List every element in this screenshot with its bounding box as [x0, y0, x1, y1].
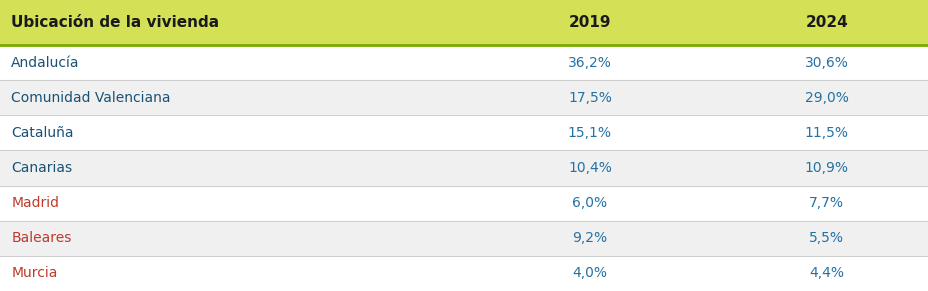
Text: Baleares: Baleares: [11, 231, 71, 245]
Text: 10,4%: 10,4%: [567, 161, 612, 175]
Text: 4,4%: 4,4%: [808, 267, 844, 281]
Text: 15,1%: 15,1%: [567, 126, 612, 140]
Text: Comunidad Valenciana: Comunidad Valenciana: [11, 91, 171, 105]
Text: 30,6%: 30,6%: [804, 56, 848, 70]
Bar: [0, 80, 928, 115]
Text: 4,0%: 4,0%: [572, 267, 607, 281]
Text: Ubicación de la vivienda: Ubicación de la vivienda: [11, 15, 219, 30]
Text: 2019: 2019: [568, 15, 611, 30]
Text: 2024: 2024: [805, 15, 847, 30]
Text: 17,5%: 17,5%: [567, 91, 612, 105]
Bar: [0, 186, 928, 221]
Text: 36,2%: 36,2%: [567, 56, 612, 70]
Text: Andalucía: Andalucía: [11, 56, 80, 70]
Text: 6,0%: 6,0%: [572, 196, 607, 210]
Bar: [0, 221, 928, 256]
Bar: [0, 256, 928, 291]
Bar: [0, 45, 928, 80]
Bar: [0, 0, 928, 45]
Text: 10,9%: 10,9%: [804, 161, 848, 175]
Bar: [0, 115, 928, 150]
Text: 29,0%: 29,0%: [804, 91, 848, 105]
Text: Canarias: Canarias: [11, 161, 72, 175]
Text: Murcia: Murcia: [11, 267, 58, 281]
Text: Madrid: Madrid: [11, 196, 59, 210]
Bar: [0, 150, 928, 186]
Text: 5,5%: 5,5%: [808, 231, 844, 245]
Text: 9,2%: 9,2%: [572, 231, 607, 245]
Text: 7,7%: 7,7%: [808, 196, 844, 210]
Text: Cataluña: Cataluña: [11, 126, 73, 140]
Text: 11,5%: 11,5%: [804, 126, 848, 140]
